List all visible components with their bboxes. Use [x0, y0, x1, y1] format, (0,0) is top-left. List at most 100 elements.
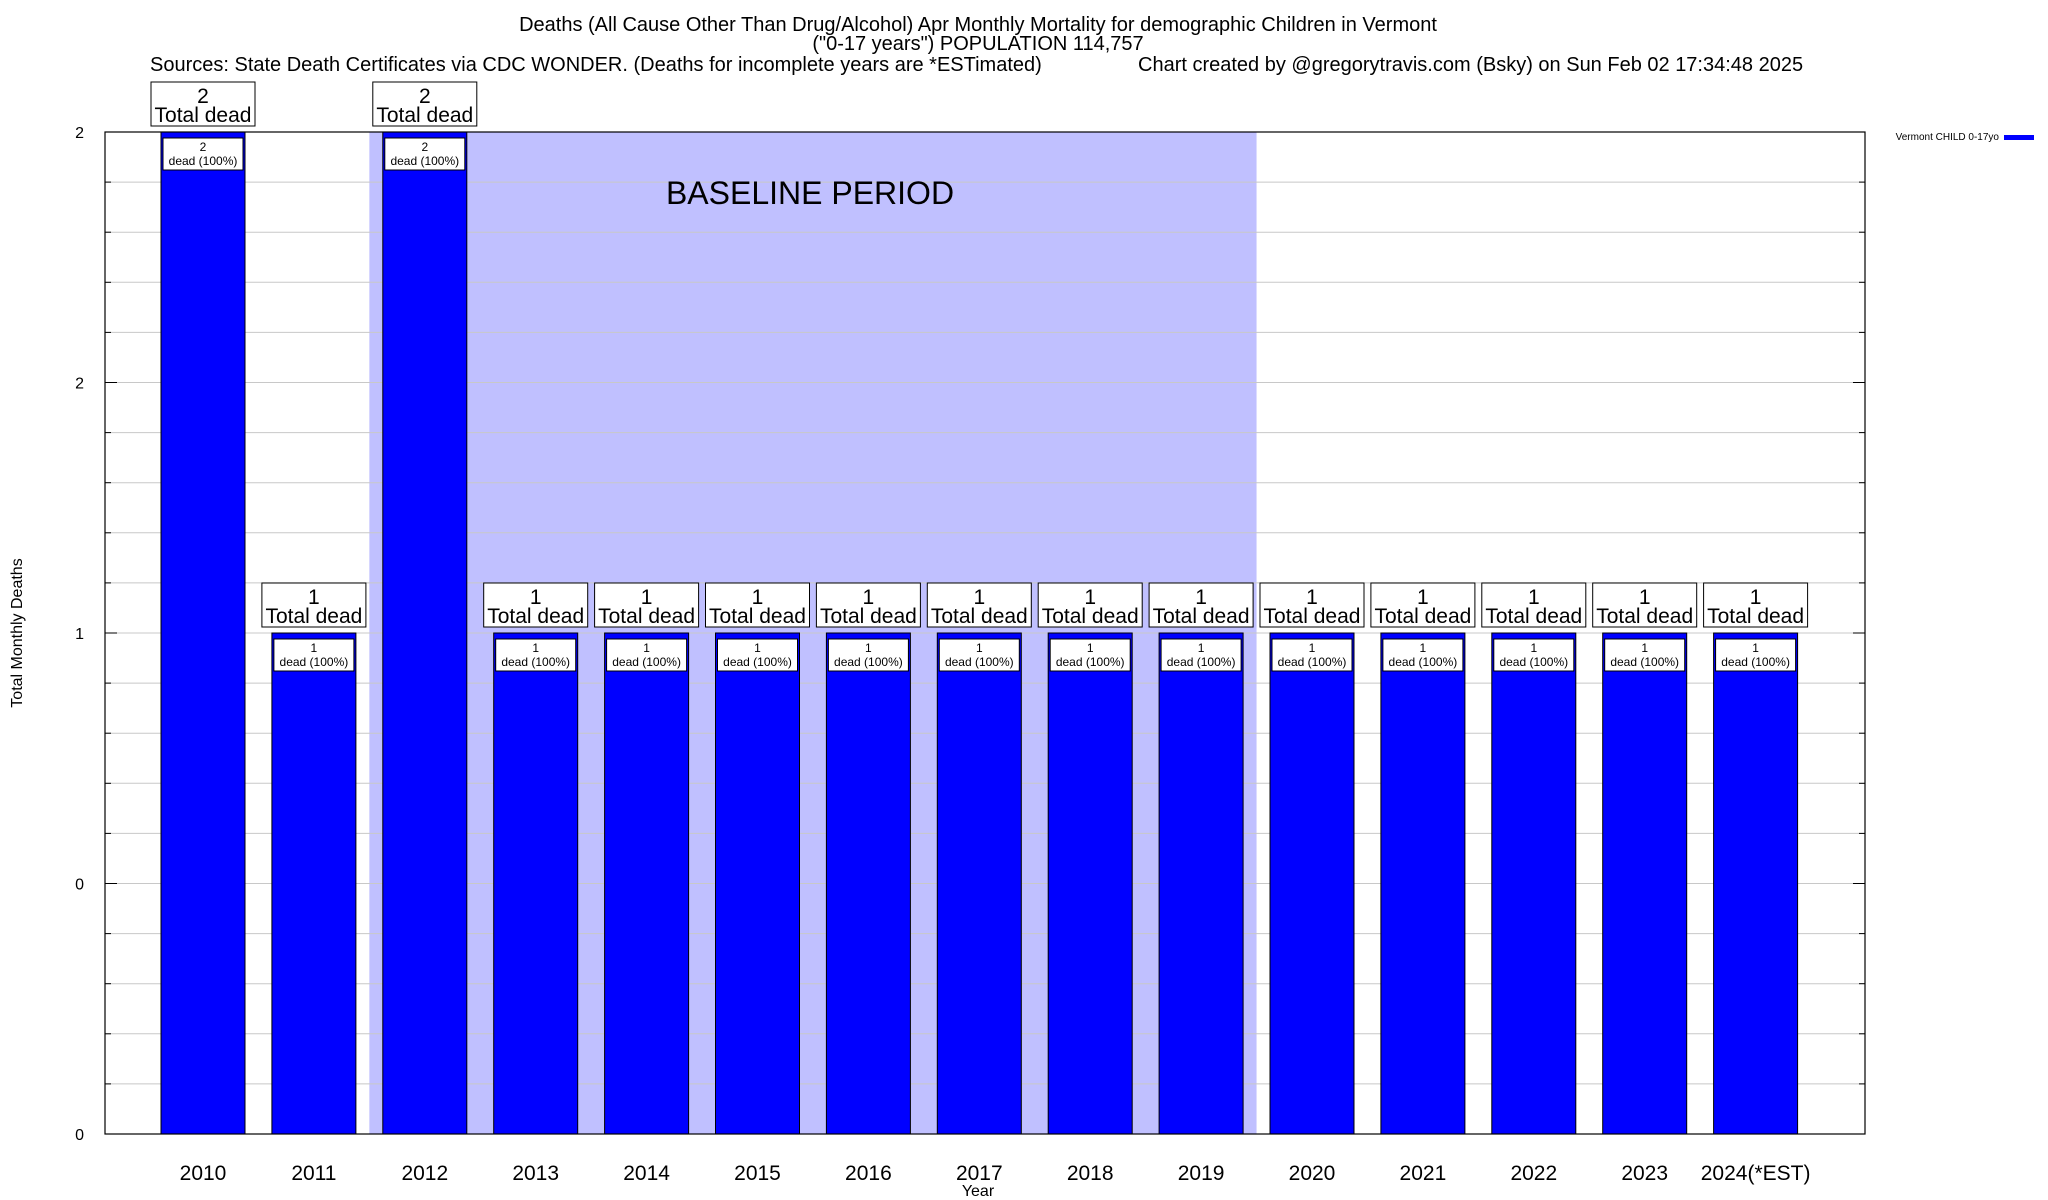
in-bar-count: 1 [643, 641, 650, 655]
chart-sources: Sources: State Death Certificates via CD… [150, 54, 1042, 76]
total-label-box [483, 582, 589, 628]
in-bar-label-box [1160, 638, 1242, 672]
legend-entry-label: Vermont CHILD 0-17yo [1896, 132, 2000, 143]
in-bar-label-box [1604, 638, 1686, 672]
x-tick-label: 2014 [623, 1162, 670, 1185]
bar [1491, 632, 1577, 1135]
bar [715, 632, 800, 1135]
legend: Vermont CHILD 0-17yo [1896, 132, 2034, 143]
bar [1713, 632, 1799, 1135]
in-bar-label-box [606, 638, 688, 672]
bar [382, 131, 468, 1135]
in-bar-label: dead (100%) [612, 655, 681, 669]
x-tick-label: 2017 [956, 1162, 1003, 1185]
total-label-text: Total dead [820, 605, 917, 628]
in-bar-label: dead (100%) [390, 154, 459, 168]
total-label-box [815, 582, 921, 628]
x-tick-label: 2010 [180, 1162, 227, 1185]
in-bar-label: dead (100%) [945, 655, 1014, 669]
in-bar-label: dead (100%) [1389, 655, 1458, 669]
total-label-value: 2 [419, 85, 431, 108]
total-label-text: Total dead [1042, 605, 1139, 628]
total-label-value: 1 [1084, 586, 1096, 609]
in-bar-label-box [717, 638, 798, 672]
total-label-box [150, 81, 256, 127]
total-label-text: Total dead [1485, 605, 1582, 628]
x-tick-label: 2023 [1621, 1162, 1668, 1185]
total-label-text: Total dead [1596, 605, 1693, 628]
total-label-text: Total dead [155, 104, 252, 127]
in-bar-label: dead (100%) [1056, 655, 1125, 669]
total-label-box [1259, 582, 1365, 628]
y-axis-title: Total Monthly Deaths [9, 558, 26, 707]
total-label-text: Total dead [376, 104, 473, 127]
in-bar-label: dead (100%) [1167, 655, 1236, 669]
chart-subtitle: ("0-17 years") POPULATION 114,757 [812, 33, 1143, 55]
x-tick-label: 2020 [1289, 1162, 1336, 1185]
in-bar-count: 1 [1420, 641, 1427, 655]
in-bar-count: 1 [1752, 641, 1759, 655]
total-label-text: Total dead [931, 605, 1028, 628]
total-label-value: 1 [308, 586, 320, 609]
in-bar-count: 1 [754, 641, 761, 655]
total-label-box [1703, 582, 1809, 628]
x-tick-label: 2019 [1178, 1162, 1225, 1185]
in-bar-label-box [1715, 638, 1797, 672]
total-label-value: 1 [641, 586, 653, 609]
chart-credit: Chart created by @gregorytravis.com (Bsk… [1138, 54, 1803, 76]
total-label-text: Total dead [1707, 605, 1804, 628]
in-bar-label-box [1493, 638, 1575, 672]
bar [936, 632, 1022, 1135]
in-bar-label-box [1382, 638, 1464, 672]
bar [1602, 632, 1688, 1135]
bar [160, 131, 246, 1135]
in-bar-label-box [162, 137, 244, 171]
x-tick-label: 2015 [734, 1162, 781, 1185]
total-label-value: 1 [1639, 586, 1651, 609]
in-bar-count: 1 [976, 641, 983, 655]
in-bar-label: dead (100%) [169, 154, 238, 168]
in-bar-label: dead (100%) [1721, 655, 1790, 669]
total-label-box [1592, 582, 1698, 628]
total-label-box [926, 582, 1032, 628]
bar [1158, 632, 1244, 1135]
in-bar-label: dead (100%) [501, 655, 570, 669]
in-bar-label: dead (100%) [1499, 655, 1568, 669]
in-bar-count: 1 [1641, 641, 1648, 655]
bar [1380, 632, 1466, 1135]
total-label-box [372, 81, 478, 127]
in-bar-label: dead (100%) [280, 655, 349, 669]
x-tick-label: 2013 [512, 1162, 559, 1185]
total-label-text: Total dead [598, 605, 695, 628]
total-label-value: 1 [973, 586, 985, 609]
x-tick-label: 2012 [401, 1162, 448, 1185]
x-tick-label: 2021 [1400, 1162, 1447, 1185]
in-bar-count: 1 [311, 641, 318, 655]
total-label-box [1481, 582, 1587, 628]
in-bar-label-box [827, 638, 909, 672]
chart-title: Deaths (All Cause Other Than Drug/Alcoho… [519, 14, 1437, 36]
bar [271, 632, 357, 1135]
total-label-box [1037, 582, 1143, 628]
total-label-text: Total dead [487, 605, 584, 628]
bar [825, 632, 911, 1135]
x-tick-label: 2016 [845, 1162, 892, 1185]
bar [493, 632, 579, 1135]
y-tick-label: 2 [75, 376, 84, 393]
total-label-text: Total dead [1264, 605, 1361, 628]
y-tick-label: 1 [75, 626, 84, 643]
in-bar-label-box [384, 137, 466, 171]
axis-ticks: 0 0 1 2 2 [75, 125, 1865, 1144]
x-tick-label: 2022 [1510, 1162, 1557, 1185]
in-bar-count: 1 [1198, 641, 1205, 655]
